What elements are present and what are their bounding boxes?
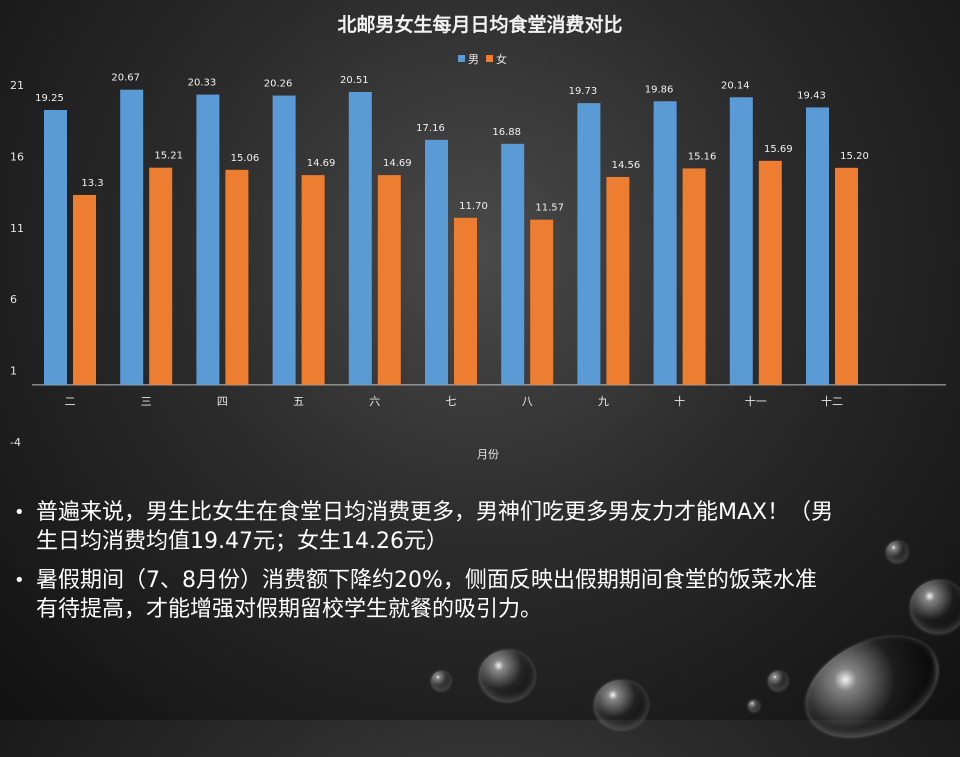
bar-female [606,176,630,385]
data-label: 15.21 [154,151,183,162]
data-label: 19.25 [35,93,64,104]
bar-male [44,109,67,385]
data-label: 15.06 [231,153,260,164]
bar-male [196,94,220,385]
data-label: 20.33 [188,78,217,89]
chart-title: 北邮男女生每月日均食堂消费对比 [337,13,622,36]
data-label: 15.20 [840,151,869,162]
notes-list: • 普遍来说，男生比女生在食堂日均消费更多，男神们吃更多男友力才能MAX！（男生… [14,498,834,634]
data-label: 17.16 [416,123,445,134]
bar-female [301,175,325,385]
note-text-2: 暑假期间（7、8月份）消费额下降约20%，侧面反映出假期期间食堂的饭菜水准有待提… [36,568,817,622]
water-drop-decoration [910,580,960,634]
y-tick-label: 16 [10,150,24,163]
bar-chart: 北邮男女生每月日均食堂消费对比男女 -4 1 6 11 16 21 19.25 13.3 二 20.… [10,13,946,461]
data-label: 15.69 [764,144,793,155]
data-label: 11.70 [459,201,488,212]
data-label: 20.51 [340,75,369,86]
water-drop-decoration [431,671,451,691]
x-tick-label: 四 [217,395,228,408]
bar-male [120,89,144,385]
data-label: 19.73 [569,86,598,97]
x-tick-label: 七 [446,395,457,408]
y-tick-label: -4 [10,436,21,449]
data-label: 15.16 [688,151,717,162]
legend-swatch-1 [458,55,465,62]
bar-male [348,91,372,385]
water-drop-decoration [594,680,648,730]
x-tick-label: 九 [598,395,609,408]
data-label: 16.88 [492,127,521,138]
note-item-1: • 普遍来说，男生比女生在食堂日均消费更多，男神们吃更多男友力才能MAX！（男生… [14,498,834,556]
legend-label-2: 女 [496,52,507,66]
data-label: 11.57 [535,203,564,214]
water-drop-decoration [789,616,955,757]
bar-male [425,139,448,385]
x-tick-label: 十 [674,394,685,408]
note-item-2: • 暑假期间（7、8月份）消费额下降约20%，侧面反映出假期期间食堂的饭菜水准有… [14,566,834,624]
data-label: 13.3 [81,178,103,189]
bar-female [149,167,173,385]
x-tick-label: 八 [522,395,533,408]
legend-label-1: 男 [468,53,479,66]
bar-male [577,103,601,385]
data-label: 20.14 [721,80,750,91]
data-label: 19.43 [797,90,826,101]
data-label: 14.56 [612,160,641,171]
x-axis-title: 月份 [477,448,499,461]
bar-female [682,168,706,385]
data-label: 20.67 [111,73,140,84]
bar-female [530,219,554,385]
bar-female [454,217,477,385]
x-tick-label: 二 [65,395,76,408]
data-label: 19.86 [645,84,674,95]
data-label: 14.69 [307,158,336,169]
x-tick-label: 十一 [745,394,767,408]
bar-female [73,194,96,385]
bar-female [225,169,249,385]
y-tick-label: 11 [10,222,24,235]
legend-swatch-2 [486,55,493,62]
x-tick-label: 五 [293,395,304,408]
x-tick-label: 三 [141,395,152,408]
bar-male [653,101,677,385]
y-tick-label: 6 [10,293,17,306]
data-label: 14.69 [383,158,412,169]
bar-male [501,143,525,385]
water-drop-decoration [748,700,760,712]
water-drop-decoration [479,650,535,702]
bullet-icon: • [14,570,25,591]
bar-male [729,97,753,385]
bar-female [758,160,782,385]
x-tick-label: 十二 [821,394,843,408]
bar-female [377,175,401,385]
water-drop-decoration [886,541,908,563]
x-tick-label: 六 [369,395,380,408]
bar-female [835,167,858,385]
note-text-1: 普遍来说，男生比女生在食堂日均消费更多，男神们吃更多男友力才能MAX！（男生日均… [36,500,834,554]
bar-male [806,107,829,385]
bar-male [272,95,296,385]
water-drop-decoration [768,671,788,691]
y-tick-label: 1 [10,365,17,378]
bullet-icon: • [14,502,25,523]
y-tick-label: 21 [10,79,24,92]
data-label: 20.26 [264,79,293,90]
